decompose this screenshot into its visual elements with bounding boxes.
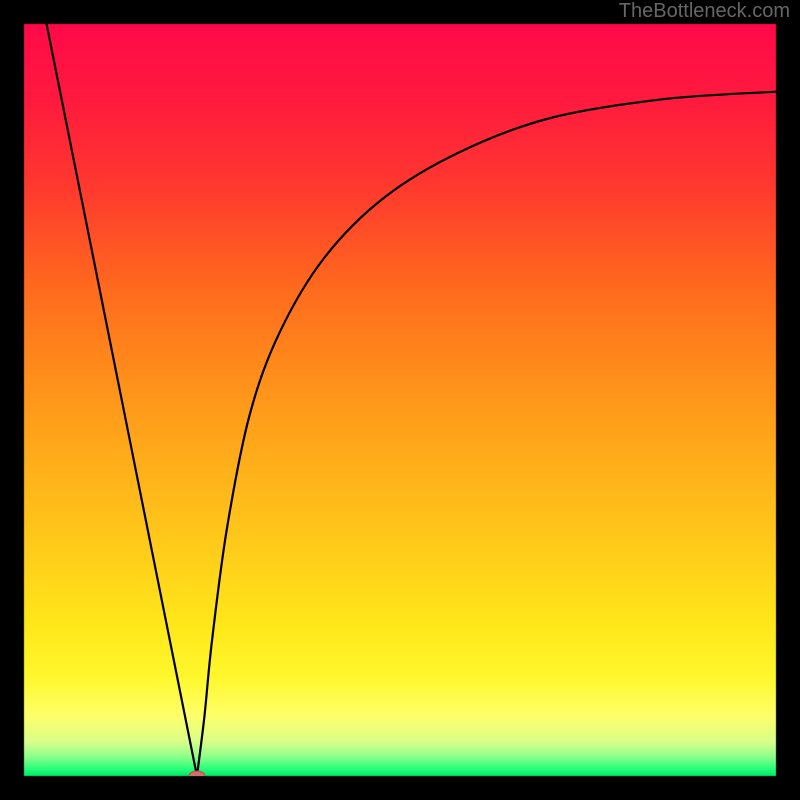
- chart-container: TheBottleneck.com: [0, 0, 800, 800]
- watermark-text: TheBottleneck.com: [619, 0, 790, 23]
- bottleneck-gradient-plot: [0, 0, 800, 800]
